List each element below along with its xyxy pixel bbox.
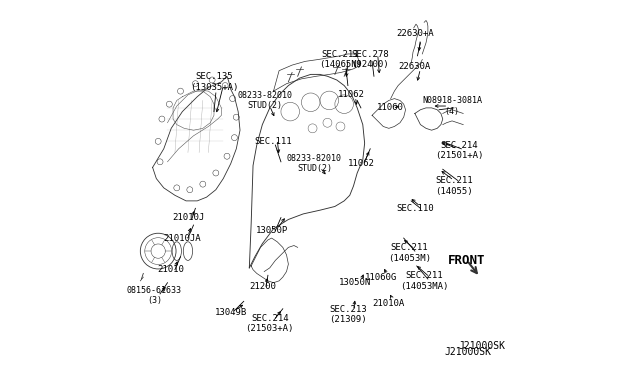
Text: 22630A: 22630A (399, 62, 431, 71)
Text: J21000SK: J21000SK (458, 341, 506, 351)
Text: SEC.135
(13035+A): SEC.135 (13035+A) (190, 72, 238, 92)
Text: SEC.213
(21309): SEC.213 (21309) (329, 305, 367, 324)
Text: 13050N: 13050N (339, 278, 371, 287)
Text: 21200: 21200 (249, 282, 276, 291)
Text: SEC.211
(14065N): SEC.211 (14065N) (319, 50, 362, 69)
Text: 08156-61633
(3): 08156-61633 (3) (127, 286, 182, 305)
Text: SEC.214
(21501+A): SEC.214 (21501+A) (435, 141, 484, 160)
Text: SEC.278
(92400): SEC.278 (92400) (351, 50, 389, 69)
Text: SEC.211
(14053M): SEC.211 (14053M) (388, 243, 431, 263)
Text: 22630+A: 22630+A (396, 29, 434, 38)
Text: 21010JA: 21010JA (164, 234, 201, 243)
Text: 11060: 11060 (377, 103, 404, 112)
Text: SEC.211
(14055): SEC.211 (14055) (435, 176, 473, 196)
Text: 13050P: 13050P (255, 226, 288, 235)
Text: J21000SK: J21000SK (444, 347, 491, 357)
Text: 11062: 11062 (348, 159, 374, 168)
Text: 21010: 21010 (158, 265, 184, 274)
Text: N08918-3081A
(4): N08918-3081A (4) (422, 96, 482, 116)
Text: SEC.110: SEC.110 (396, 204, 434, 213)
Text: SEC.111: SEC.111 (255, 137, 292, 146)
Text: 13049B: 13049B (214, 308, 247, 317)
Text: 08233-82010
STUD(2): 08233-82010 STUD(2) (237, 91, 292, 110)
Text: 21010J: 21010J (172, 213, 204, 222)
Text: 11062: 11062 (338, 90, 365, 99)
Text: 08233-82010
STUD(2): 08233-82010 STUD(2) (287, 154, 342, 173)
Text: 11060G: 11060G (365, 273, 397, 282)
Text: SEC.211
(14053MA): SEC.211 (14053MA) (400, 271, 449, 291)
Text: FRONT: FRONT (448, 254, 486, 267)
Text: SEC.214
(21503+A): SEC.214 (21503+A) (246, 314, 294, 333)
Text: 21010A: 21010A (372, 299, 405, 308)
